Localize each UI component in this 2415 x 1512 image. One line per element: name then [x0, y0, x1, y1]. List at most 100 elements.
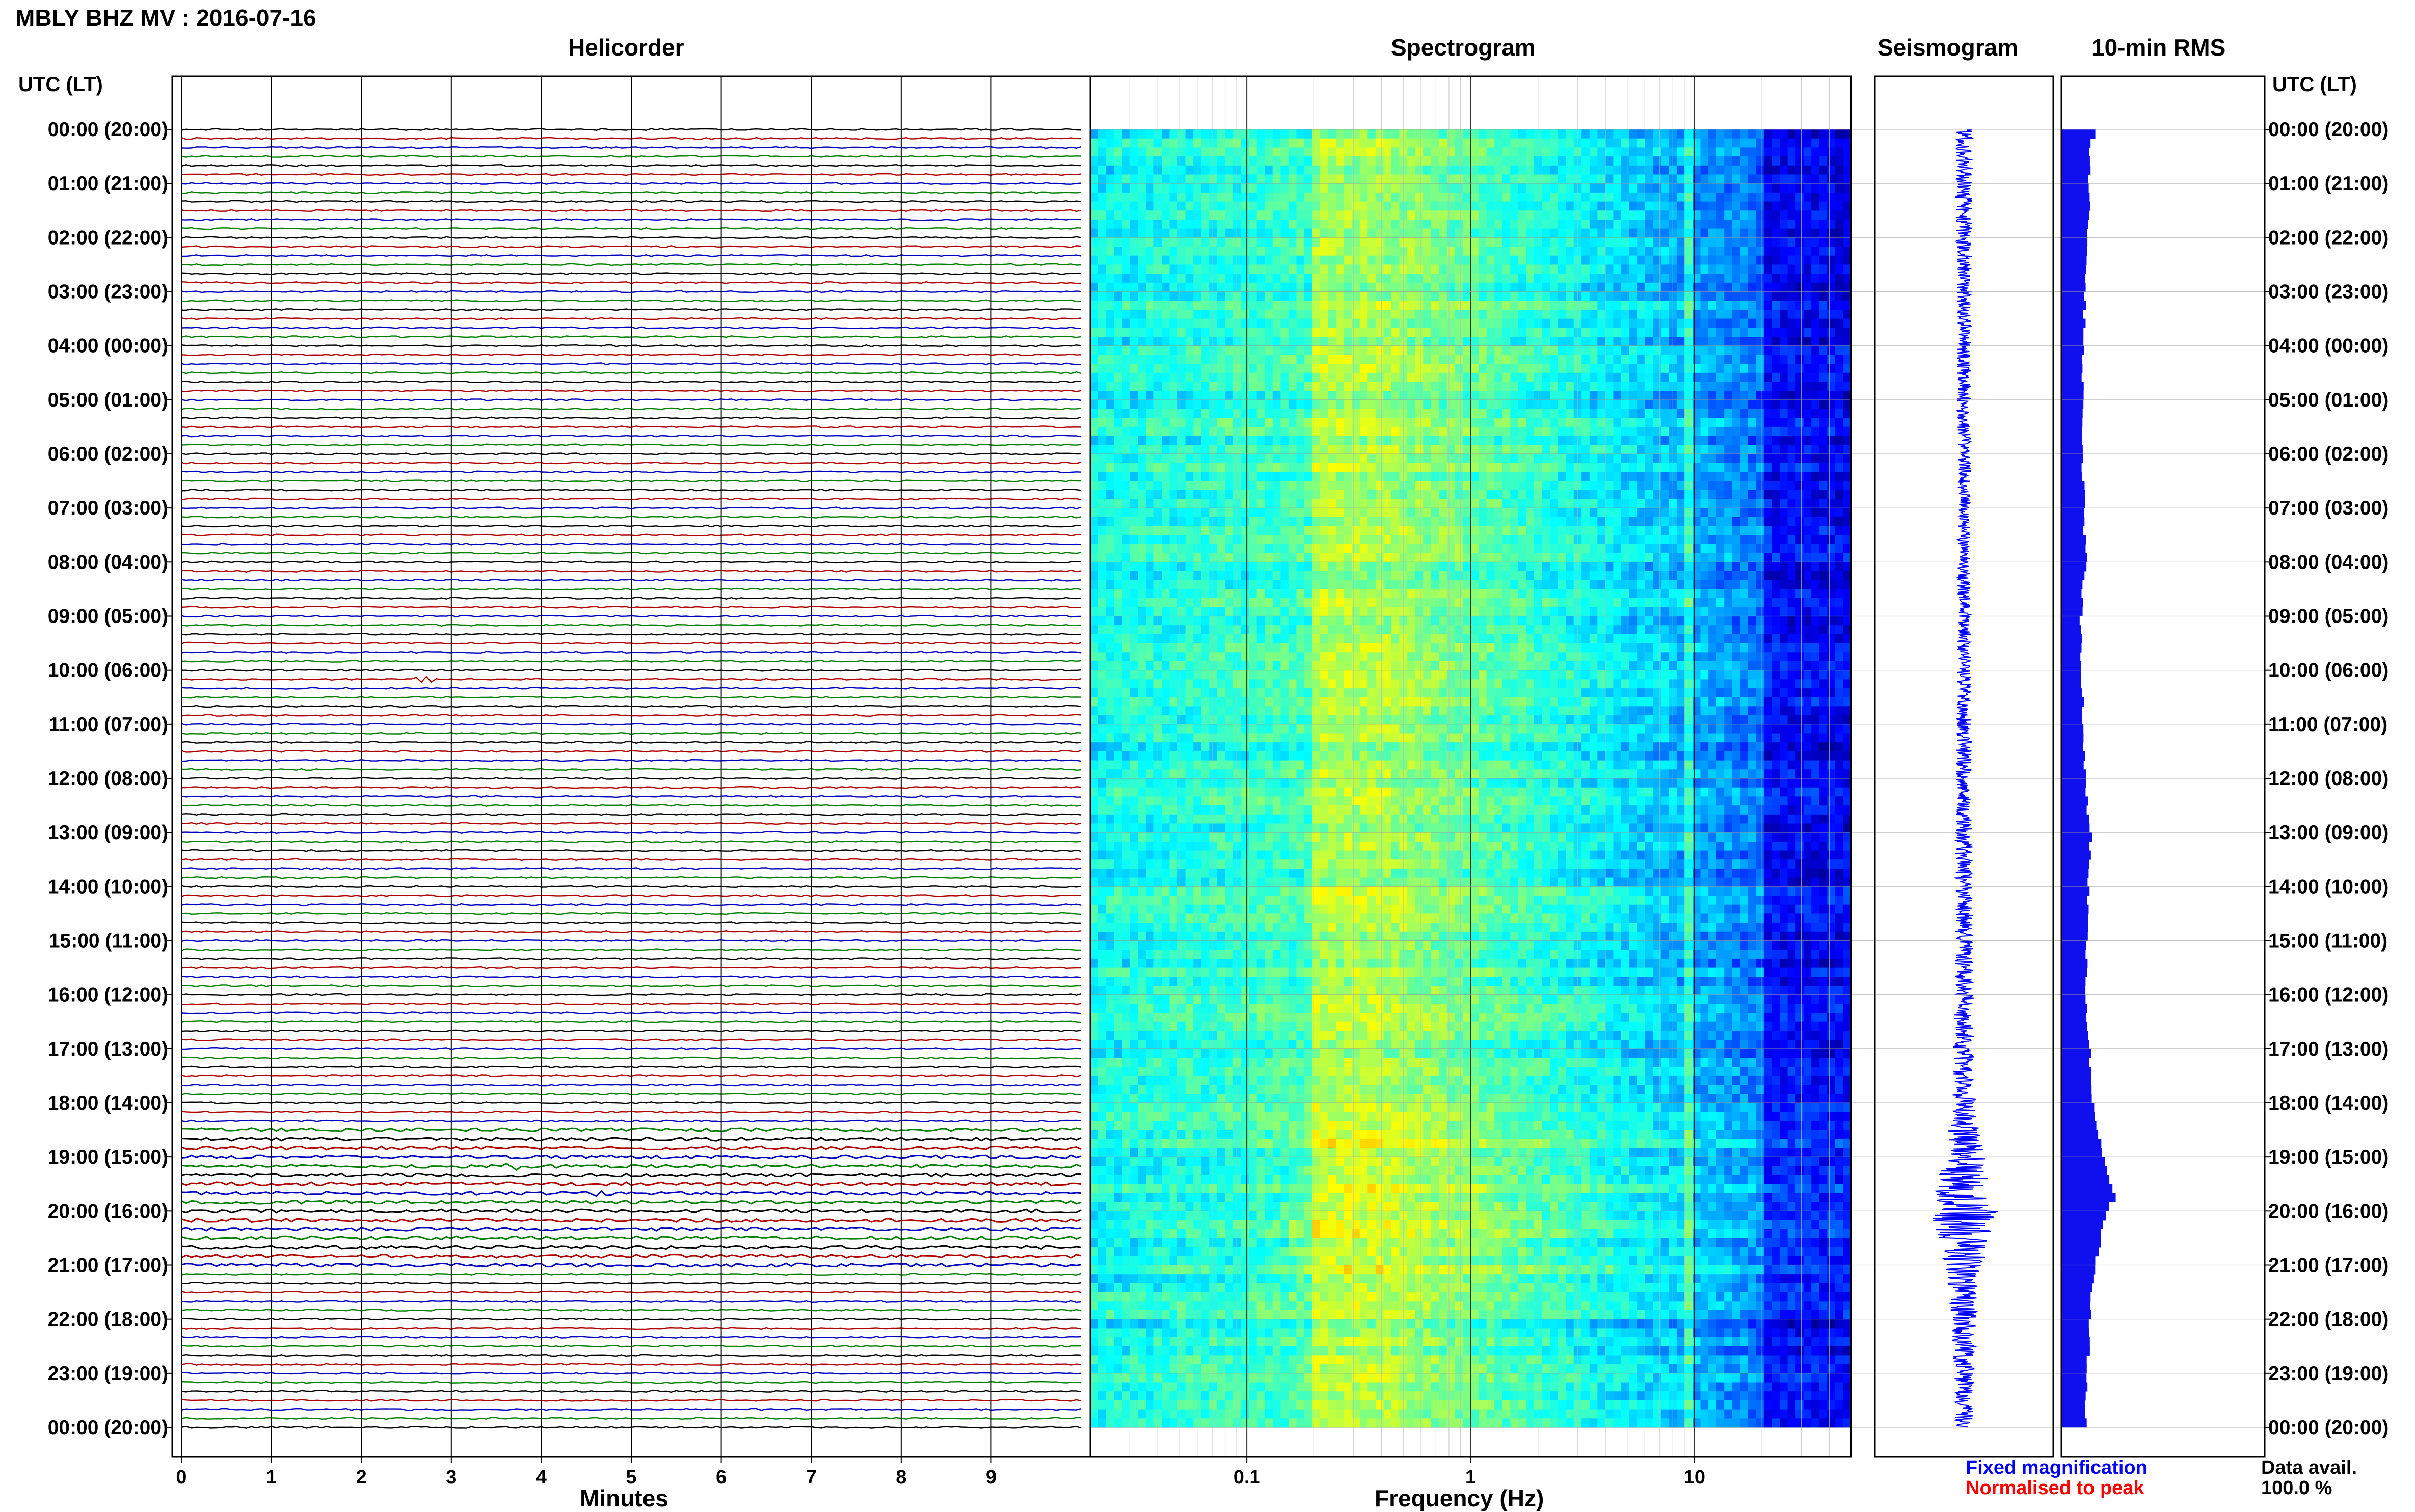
spectrogram-cell [1621, 156, 1630, 166]
spectrogram-cell [1439, 372, 1447, 383]
spectrogram-cell [1280, 156, 1289, 166]
spectrogram-cell [1272, 274, 1281, 283]
spectrogram-cell [1780, 426, 1788, 437]
spectrogram-cell [1169, 399, 1178, 410]
spectrogram-cell [1328, 156, 1336, 166]
spectrogram-cell [1446, 282, 1455, 292]
spectrogram-cell [1145, 391, 1155, 400]
spectrogram-cell [1344, 192, 1352, 202]
spectrogram-cell [1518, 129, 1526, 139]
spectrogram-cell [1169, 165, 1178, 175]
spectrogram-cell [1494, 328, 1503, 337]
spectrogram-cell [1359, 165, 1368, 175]
spectrogram-cell [1835, 364, 1844, 373]
spectrogram-cell [1304, 544, 1313, 554]
spectrogram-cell [1558, 255, 1566, 265]
spectrogram-cell [1605, 418, 1614, 427]
spectrogram-cell [1613, 463, 1622, 472]
spectrogram-cell [1328, 490, 1336, 500]
spectrogram-cell [1613, 391, 1622, 400]
spectrogram-cell [1209, 192, 1218, 202]
spectrogram-cell [1446, 219, 1455, 229]
spectrogram-cell [1597, 490, 1606, 500]
spectrogram-cell [1597, 274, 1606, 283]
spectrogram-cell [1558, 426, 1566, 437]
spectrogram-cell [1431, 535, 1439, 545]
spectrogram-cell [1589, 274, 1598, 283]
spectrogram-cell [1581, 345, 1590, 355]
spectrogram-cell [1280, 282, 1289, 292]
spectrogram-cell [1740, 210, 1749, 220]
spectrogram-cell [1693, 274, 1701, 283]
spectrogram-cell [1740, 499, 1749, 508]
spectrogram-cell [1145, 228, 1155, 238]
spectrogram-cell [1177, 247, 1186, 256]
spectrogram-cell [1542, 318, 1550, 328]
spectrogram-cell [1391, 589, 1400, 599]
spectrogram-cell [1479, 174, 1487, 184]
spectrogram-cell [1162, 219, 1170, 229]
spectrogram-cell [1660, 345, 1669, 355]
spectrogram-cell [1352, 445, 1360, 454]
spectrogram-cell [1486, 174, 1495, 184]
spectrogram-cell [1629, 364, 1638, 373]
spectrogram-cell [1138, 517, 1146, 527]
spectrogram-cell [1843, 364, 1852, 373]
spectrogram-cell [1724, 418, 1733, 427]
spectrogram-cell [1232, 562, 1242, 572]
spectrogram-cell [1415, 544, 1424, 554]
spectrogram-cell [1312, 183, 1321, 193]
spectrogram-cell [1573, 454, 1582, 464]
spectrogram-cell [1772, 526, 1780, 535]
spectrogram-cell [1748, 517, 1756, 527]
spectrogram-cell [1597, 129, 1606, 139]
spectrogram-cell [1249, 544, 1257, 554]
spectrogram-cell [1201, 490, 1210, 500]
spectrogram-cell [1573, 337, 1582, 346]
spectrogram-cell [1138, 391, 1146, 400]
spectrogram-cell [1367, 301, 1376, 310]
spectrogram-cell [1479, 454, 1487, 464]
spectrogram-cell [1518, 192, 1526, 202]
spectrogram-cell [1439, 526, 1447, 535]
spectrogram-cell [1201, 247, 1210, 256]
spectrogram-cell [1494, 562, 1503, 572]
spectrogram-cell [1684, 318, 1693, 328]
spectrogram-cell [1272, 553, 1281, 562]
spectrogram-cell [1201, 409, 1210, 418]
spectrogram-cell [1359, 355, 1368, 364]
spectrogram-cell [1724, 399, 1733, 410]
spectrogram-cell [1486, 291, 1495, 301]
spectrogram-cell [1249, 345, 1257, 355]
spectrogram-cell [1732, 174, 1740, 184]
spectrogram-cell [1296, 553, 1305, 562]
spectrogram-cell [1629, 535, 1638, 545]
spectrogram-cell [1558, 472, 1566, 481]
spectrogram-cell [1320, 490, 1329, 500]
spectrogram-cell [1138, 291, 1146, 301]
spectrogram-cell [1312, 228, 1321, 238]
spectrogram-cell [1526, 282, 1535, 292]
spectrogram-cell [1431, 264, 1439, 274]
spectrogram-cell [1391, 247, 1400, 256]
spectrogram-cell [1494, 129, 1503, 139]
spectrogram-cell [1272, 328, 1281, 337]
spectrogram-cell [1114, 580, 1122, 589]
spectrogram-cell [1795, 364, 1804, 373]
spectrogram-cell [1756, 426, 1764, 437]
spectrogram-cell [1835, 372, 1844, 383]
spectrogram-cell [1494, 237, 1503, 247]
spectrogram-cell [1518, 409, 1526, 418]
spectrogram-cell [1193, 463, 1202, 472]
spectrogram-cell [1502, 309, 1511, 319]
spectrogram-cell [1724, 472, 1733, 481]
spectrogram-cell [1486, 328, 1495, 337]
spectrogram-cell [1391, 481, 1400, 491]
spectrogram-cell [1217, 418, 1225, 427]
spectrogram-cell [1446, 247, 1455, 256]
spectrogram-cell [1145, 553, 1155, 562]
spectrogram-cell [1835, 463, 1844, 472]
spectrogram-cell [1383, 138, 1392, 148]
spectrogram-cell [1827, 580, 1836, 589]
spectrogram-cell [1352, 274, 1360, 283]
